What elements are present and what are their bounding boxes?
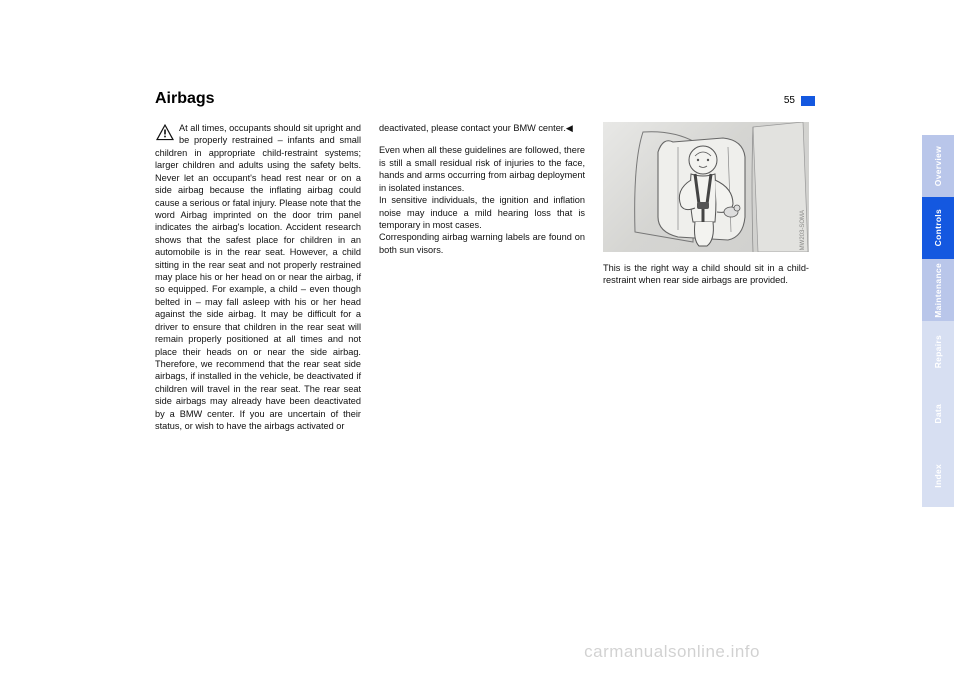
side-tabs: Overview Controls Maintenance Repairs Da… [922,135,954,507]
column-3: MW203-SOMA This is the right way a child… [603,122,809,433]
col2-p4: Corresponding airbag warning labels are … [379,231,585,256]
watermark: carmanualsonline.info [584,642,760,662]
tab-label: Controls [933,209,943,246]
tab-label: Index [933,464,943,488]
column-1: At all times, occupants should sit uprig… [155,122,361,433]
col2-p3: In sensitive individuals, the ignition a… [379,194,585,231]
tab-label: Repairs [933,335,943,368]
figure-label: MW203-SOMA [799,210,807,250]
page-header: Airbags 55 [155,90,815,108]
tab-label: Maintenance [933,263,943,318]
page-accent-bar [801,96,815,106]
tab-data[interactable]: Data [922,383,954,445]
tab-index[interactable]: Index [922,445,954,507]
tab-repairs[interactable]: Repairs [922,321,954,383]
spacer [379,134,585,144]
page-number-wrap: 55 [784,95,815,106]
child-seat-figure: MW203-SOMA [603,122,809,252]
page-body: Airbags 55 At all times, occupants shoul… [155,90,815,630]
figure-caption: This is the right way a child should sit… [603,262,809,287]
page-number: 55 [784,95,795,106]
col2-p1: deactivated, please contact your BMW cen… [379,122,585,134]
tab-label: Data [933,404,943,424]
child-seat-illustration [603,122,809,252]
page-title: Airbags [155,90,215,108]
tab-maintenance[interactable]: Maintenance [922,259,954,321]
col1-text: At all times, occupants should sit uprig… [155,122,361,433]
tab-overview[interactable]: Overview [922,135,954,197]
column-2: deactivated, please contact your BMW cen… [379,122,585,433]
content-columns: At all times, occupants should sit uprig… [155,122,815,433]
warning-icon [155,123,175,141]
col2-p2: Even when all these guidelines are follo… [379,144,585,194]
tab-label: Overview [933,146,943,186]
tab-controls[interactable]: Controls [922,197,954,259]
